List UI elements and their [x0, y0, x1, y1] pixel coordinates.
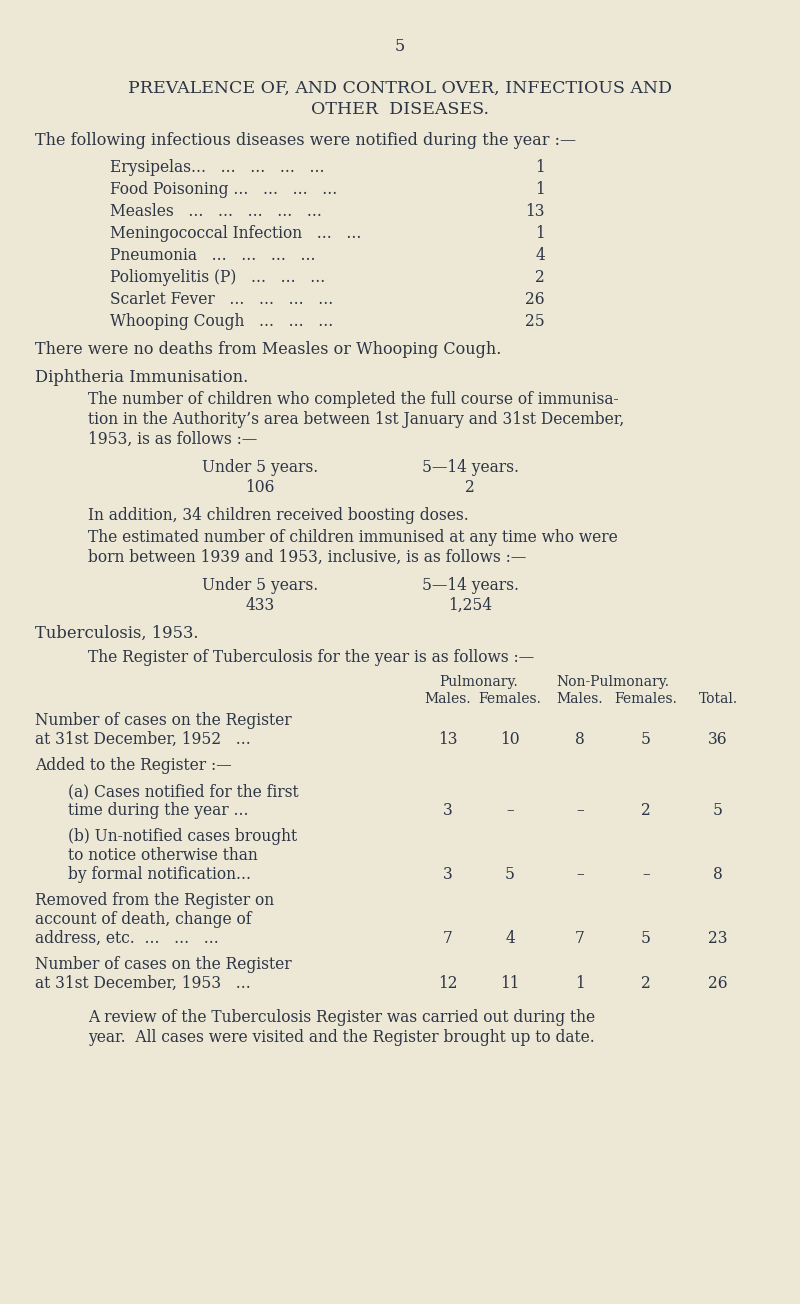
Text: 11: 11 — [500, 975, 520, 992]
Text: There were no deaths from Measles or Whooping Cough.: There were no deaths from Measles or Who… — [35, 342, 502, 359]
Text: to notice otherwise than: to notice otherwise than — [68, 848, 258, 865]
Text: 3: 3 — [443, 802, 453, 819]
Text: 5—14 years.: 5—14 years. — [422, 576, 518, 595]
Text: Females.: Females. — [614, 692, 678, 705]
Text: PREVALENCE OF, AND CONTROL OVER, INFECTIOUS AND: PREVALENCE OF, AND CONTROL OVER, INFECTI… — [128, 80, 672, 96]
Text: tion in the Authority’s area between 1st January and 31st December,: tion in the Authority’s area between 1st… — [88, 411, 624, 428]
Text: 433: 433 — [246, 597, 274, 614]
Text: at 31st December, 1952   ...: at 31st December, 1952 ... — [35, 732, 250, 748]
Text: 8: 8 — [713, 866, 723, 883]
Text: Number of cases on the Register: Number of cases on the Register — [35, 956, 292, 973]
Text: 7: 7 — [575, 930, 585, 947]
Text: Food Poisoning ...   ...   ...   ...: Food Poisoning ... ... ... ... — [110, 181, 338, 198]
Text: 2: 2 — [535, 269, 545, 286]
Text: The estimated number of children immunised at any time who were: The estimated number of children immunis… — [88, 529, 618, 546]
Text: Males.: Males. — [425, 692, 471, 705]
Text: 23: 23 — [708, 930, 728, 947]
Text: 5: 5 — [395, 38, 405, 55]
Text: 1953, is as follows :—: 1953, is as follows :— — [88, 432, 258, 449]
Text: 1: 1 — [535, 226, 545, 243]
Text: 26: 26 — [708, 975, 728, 992]
Text: Scarlet Fever   ...   ...   ...   ...: Scarlet Fever ... ... ... ... — [110, 291, 334, 308]
Text: Erysipelas...   ...   ...   ...   ...: Erysipelas... ... ... ... ... — [110, 159, 325, 176]
Text: –: – — [506, 802, 514, 819]
Text: time during the year ...: time during the year ... — [68, 802, 249, 819]
Text: Meningococcal Infection   ...   ...: Meningococcal Infection ... ... — [110, 226, 362, 243]
Text: The number of children who completed the full course of immunisa-: The number of children who completed the… — [88, 391, 618, 408]
Text: 2: 2 — [641, 975, 651, 992]
Text: Non-Pulmonary.: Non-Pulmonary. — [557, 675, 670, 689]
Text: year.  All cases were visited and the Register brought up to date.: year. All cases were visited and the Reg… — [88, 1029, 594, 1046]
Text: Under 5 years.: Under 5 years. — [202, 576, 318, 595]
Text: by formal notification...: by formal notification... — [68, 866, 251, 883]
Text: 25: 25 — [526, 313, 545, 330]
Text: Measles   ...   ...   ...   ...   ...: Measles ... ... ... ... ... — [110, 203, 322, 220]
Text: Pulmonary.: Pulmonary. — [440, 675, 518, 689]
Text: Poliomyelitis (P)   ...   ...   ...: Poliomyelitis (P) ... ... ... — [110, 269, 326, 286]
Text: 5: 5 — [505, 866, 515, 883]
Text: 5—14 years.: 5—14 years. — [422, 459, 518, 476]
Text: 7: 7 — [443, 930, 453, 947]
Text: 36: 36 — [708, 732, 728, 748]
Text: –: – — [576, 802, 584, 819]
Text: 4: 4 — [505, 930, 515, 947]
Text: 106: 106 — [246, 479, 274, 496]
Text: Tuberculosis, 1953.: Tuberculosis, 1953. — [35, 625, 198, 642]
Text: Total.: Total. — [698, 692, 738, 705]
Text: –: – — [642, 866, 650, 883]
Text: at 31st December, 1953   ...: at 31st December, 1953 ... — [35, 975, 250, 992]
Text: Pneumonia   ...   ...   ...   ...: Pneumonia ... ... ... ... — [110, 246, 315, 263]
Text: The following infectious diseases were notified during the year :—: The following infectious diseases were n… — [35, 132, 576, 149]
Text: –: – — [576, 866, 584, 883]
Text: Females.: Females. — [478, 692, 542, 705]
Text: OTHER  DISEASES.: OTHER DISEASES. — [311, 100, 489, 117]
Text: 1: 1 — [535, 181, 545, 198]
Text: 13: 13 — [438, 732, 458, 748]
Text: 5: 5 — [713, 802, 723, 819]
Text: 3: 3 — [443, 866, 453, 883]
Text: 26: 26 — [526, 291, 545, 308]
Text: Whooping Cough   ...   ...   ...: Whooping Cough ... ... ... — [110, 313, 334, 330]
Text: 2: 2 — [641, 802, 651, 819]
Text: 12: 12 — [438, 975, 458, 992]
Text: The Register of Tuberculosis for the year is as follows :—: The Register of Tuberculosis for the yea… — [88, 649, 534, 666]
Text: 10: 10 — [500, 732, 520, 748]
Text: 5: 5 — [641, 930, 651, 947]
Text: address, etc.  ...   ...   ...: address, etc. ... ... ... — [35, 930, 218, 947]
Text: In addition, 34 children received boosting doses.: In addition, 34 children received boosti… — [88, 507, 469, 524]
Text: 2: 2 — [465, 479, 475, 496]
Text: Under 5 years.: Under 5 years. — [202, 459, 318, 476]
Text: 8: 8 — [575, 732, 585, 748]
Text: (a) Cases notified for the first: (a) Cases notified for the first — [68, 782, 298, 799]
Text: (b) Un-notified cases brought: (b) Un-notified cases brought — [68, 828, 297, 845]
Text: 13: 13 — [526, 203, 545, 220]
Text: Males.: Males. — [557, 692, 603, 705]
Text: born between 1939 and 1953, inclusive, is as follows :—: born between 1939 and 1953, inclusive, i… — [88, 549, 526, 566]
Text: A review of the Tuberculosis Register was carried out during the: A review of the Tuberculosis Register wa… — [88, 1009, 595, 1026]
Text: 1: 1 — [575, 975, 585, 992]
Text: 4: 4 — [535, 246, 545, 263]
Text: 1,254: 1,254 — [448, 597, 492, 614]
Text: Number of cases on the Register: Number of cases on the Register — [35, 712, 292, 729]
Text: Diphtheria Immunisation.: Diphtheria Immunisation. — [35, 369, 248, 386]
Text: Removed from the Register on: Removed from the Register on — [35, 892, 274, 909]
Text: Added to the Register :—: Added to the Register :— — [35, 758, 232, 775]
Text: 5: 5 — [641, 732, 651, 748]
Text: 1: 1 — [535, 159, 545, 176]
Text: account of death, change of: account of death, change of — [35, 911, 251, 928]
